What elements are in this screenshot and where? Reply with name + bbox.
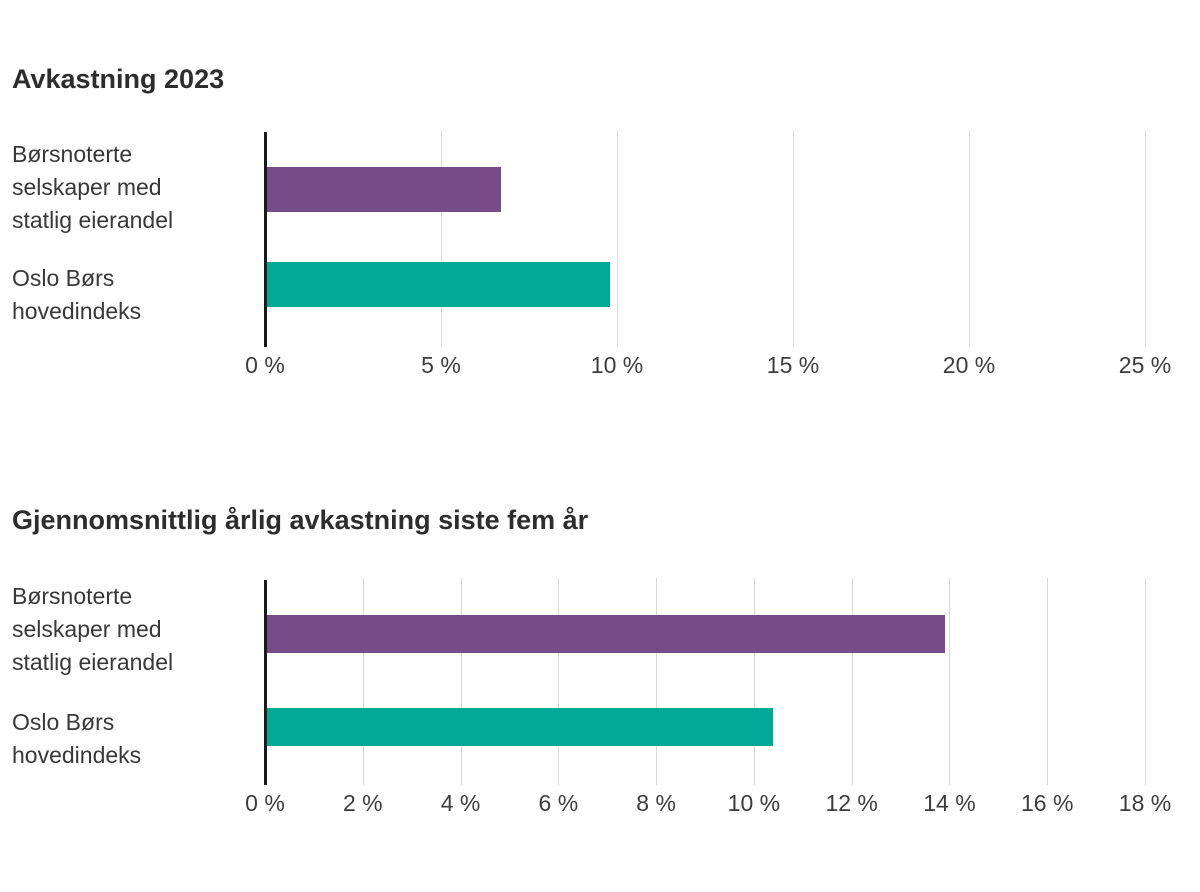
gridline bbox=[793, 130, 794, 347]
plot-area: 0 % 2 % 4 % 6 % 8 % 10 % 12 % 14 % 16 % 18 % bbox=[245, 578, 1200, 816]
gridline bbox=[1047, 578, 1049, 785]
gridline bbox=[969, 130, 970, 347]
x-tick-label: 8 % bbox=[636, 790, 676, 816]
x-tick-label: 5 % bbox=[421, 352, 461, 378]
gridline bbox=[441, 130, 442, 347]
gridline bbox=[949, 578, 951, 785]
x-tick-label: 20 % bbox=[942, 352, 996, 378]
x-tick-label: 0 % bbox=[245, 790, 285, 816]
bar-oslo-bors-index bbox=[267, 708, 774, 746]
x-tick-label: 6 % bbox=[538, 790, 579, 816]
gridline bbox=[362, 578, 364, 785]
x-tick-label: 4 % bbox=[440, 790, 481, 816]
x-tick-label: 12 % bbox=[825, 790, 878, 816]
category-label-state-owned: Børsnoterte selskaper med statlig eieran… bbox=[12, 141, 174, 233]
zero-axis-line bbox=[264, 132, 267, 347]
gridline bbox=[656, 578, 658, 785]
x-tick-label: 25 % bbox=[1118, 352, 1172, 378]
gridline bbox=[617, 130, 618, 347]
chart-title: Gjennomsnittlig årlig avkastning siste f… bbox=[12, 505, 589, 535]
x-tick-label: 16 % bbox=[1021, 790, 1074, 816]
gridline bbox=[558, 578, 560, 785]
x-tick-label: 2 % bbox=[342, 790, 383, 816]
chart-title: Avkastning 2023 bbox=[12, 64, 225, 94]
bar-oslo-bors-index bbox=[267, 262, 610, 307]
bar-state-owned-companies bbox=[267, 615, 945, 653]
x-tick-label: 10 % bbox=[727, 790, 781, 816]
category-label-oslo-bors: Oslo Børs hovedindeks bbox=[12, 265, 142, 324]
x-tick-label: 18 % bbox=[1118, 790, 1172, 816]
x-tick-label: 0 % bbox=[245, 352, 285, 378]
x-tick-label: 14 % bbox=[923, 790, 976, 816]
gridline bbox=[460, 578, 462, 785]
gridline bbox=[753, 578, 755, 785]
x-tick-label: 10 % bbox=[590, 352, 644, 378]
plot-area: 0 % 5 % 10 % 15 % 20 % 25 % bbox=[245, 130, 1200, 378]
category-label-state-owned: Børsnoterte selskaper med statlig eieran… bbox=[12, 583, 174, 675]
x-tick-label: 15 % bbox=[766, 352, 820, 378]
zero-axis-line bbox=[264, 580, 267, 785]
gridline bbox=[1145, 578, 1146, 785]
gridline bbox=[851, 578, 853, 785]
category-label-oslo-bors: Oslo Børs hovedindeks bbox=[12, 709, 142, 768]
gridline bbox=[1145, 130, 1146, 347]
bar-state-owned-companies bbox=[267, 167, 501, 212]
